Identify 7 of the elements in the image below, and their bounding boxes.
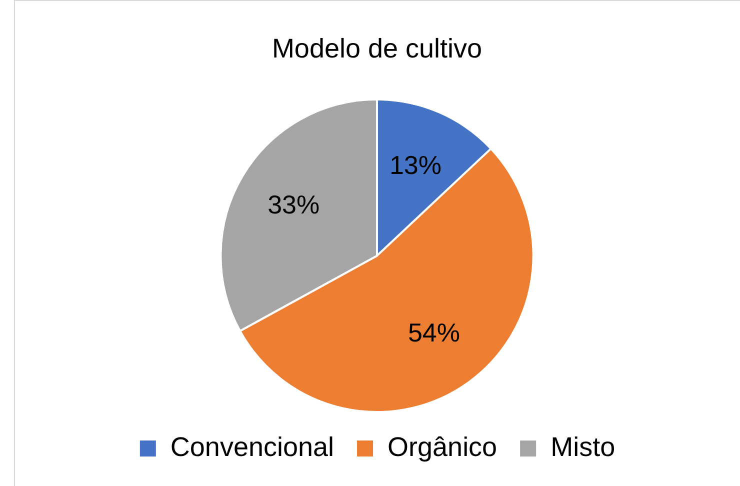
legend-label: Convencional (170, 432, 334, 462)
data-label: 13% (389, 150, 442, 180)
data-label: 54% (408, 317, 460, 348)
chart-title: Modelo de cultivo (272, 34, 482, 64)
legend-label: Misto (550, 432, 616, 462)
legend-label: Orgânico (388, 432, 498, 462)
data-label: 33% (268, 190, 320, 220)
